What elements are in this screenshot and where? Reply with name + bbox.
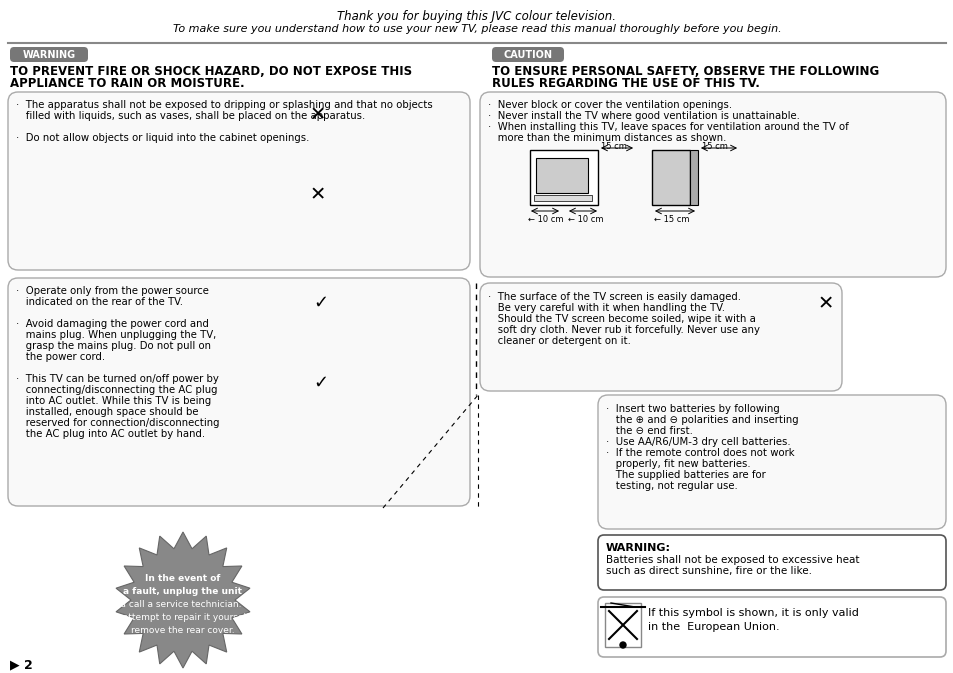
FancyBboxPatch shape [8, 278, 470, 506]
Text: ·  Use AA/R6/UM-3 dry cell batteries.: · Use AA/R6/UM-3 dry cell batteries. [605, 437, 790, 447]
Text: mains plug. When unplugging the TV,: mains plug. When unplugging the TV, [16, 330, 216, 340]
Text: the ⊕ and ⊖ polarities and inserting: the ⊕ and ⊖ polarities and inserting [605, 415, 798, 425]
Text: filled with liquids, such as vases, shall be placed on the apparatus.: filled with liquids, such as vases, shal… [16, 111, 365, 121]
Bar [530, 150, 598, 205]
Polygon shape [116, 532, 250, 668]
Text: Batteries shall not be exposed to excessive heat: Batteries shall not be exposed to excess… [605, 555, 859, 565]
Text: ▶ 2: ▶ 2 [10, 658, 32, 671]
Text: installed, enough space should be: installed, enough space should be [16, 407, 198, 417]
Text: ✕: ✕ [817, 294, 834, 313]
Text: CAUTION: CAUTION [503, 50, 552, 59]
Text: Should the TV screen become soiled, wipe it with a: Should the TV screen become soiled, wipe… [488, 314, 755, 324]
FancyBboxPatch shape [598, 535, 945, 590]
Text: TO PREVENT FIRE OR SHOCK HAZARD, DO NOT EXPOSE THIS: TO PREVENT FIRE OR SHOCK HAZARD, DO NOT … [10, 65, 412, 78]
FancyBboxPatch shape [10, 47, 88, 62]
Bar [689, 150, 698, 205]
Text: APPLIANCE TO RAIN OR MOISTURE.: APPLIANCE TO RAIN OR MOISTURE. [10, 77, 244, 90]
Text: ·  Operate only from the power source: · Operate only from the power source [16, 286, 209, 296]
Text: 15 cm: 15 cm [600, 142, 626, 151]
Text: ✕: ✕ [310, 185, 326, 204]
Text: the ⊖ end first.: the ⊖ end first. [605, 426, 692, 436]
Text: ·  Never install the TV where good ventilation is unattainable.: · Never install the TV where good ventil… [488, 111, 799, 121]
Text: not attempt to repair it yourself or: not attempt to repair it yourself or [105, 613, 261, 622]
Text: ✓: ✓ [313, 374, 328, 392]
Text: ·  Never block or cover the ventilation openings.: · Never block or cover the ventilation o… [488, 100, 731, 110]
Text: Thank you for buying this JVC colour television.: Thank you for buying this JVC colour tel… [337, 10, 616, 23]
Text: WARNING:: WARNING: [605, 543, 670, 553]
Text: remove the rear cover.: remove the rear cover. [132, 626, 234, 635]
Text: ← 10 cm: ← 10 cm [567, 215, 603, 224]
Text: reserved for connection/disconnecting: reserved for connection/disconnecting [16, 418, 219, 428]
Text: ← 10 cm: ← 10 cm [527, 215, 563, 224]
Text: ·  The apparatus shall not be exposed to dripping or splashing and that no objec: · The apparatus shall not be exposed to … [16, 100, 433, 110]
Text: TO ENSURE PERSONAL SAFETY, OBSERVE THE FOLLOWING: TO ENSURE PERSONAL SAFETY, OBSERVE THE F… [492, 65, 879, 78]
Text: a fault, unplug the unit: a fault, unplug the unit [123, 587, 242, 596]
Text: Be very careful with it when handling the TV.: Be very careful with it when handling th… [488, 303, 724, 313]
Text: ·  Do not allow objects or liquid into the cabinet openings.: · Do not allow objects or liquid into th… [16, 133, 309, 143]
FancyBboxPatch shape [492, 47, 563, 62]
Text: ·  If the remote control does not work: · If the remote control does not work [605, 448, 794, 458]
Text: RULES REGARDING THE USE OF THIS TV.: RULES REGARDING THE USE OF THIS TV. [492, 77, 760, 90]
Text: in the  European Union.: in the European Union. [647, 622, 779, 632]
Text: properly, fit new batteries.: properly, fit new batteries. [605, 459, 750, 469]
Text: In the event of: In the event of [145, 574, 220, 583]
Text: ·  When installing this TV, leave spaces for ventilation around the TV of: · When installing this TV, leave spaces … [488, 122, 848, 132]
Text: and call a service technician. Do: and call a service technician. Do [109, 600, 256, 609]
Text: indicated on the rear of the TV.: indicated on the rear of the TV. [16, 297, 183, 307]
Text: ✕: ✕ [310, 105, 326, 124]
Text: If this symbol is shown, it is only valid: If this symbol is shown, it is only vali… [647, 608, 858, 618]
Text: the power cord.: the power cord. [16, 352, 105, 362]
Text: such as direct sunshine, fire or the like.: such as direct sunshine, fire or the lik… [605, 566, 811, 576]
Text: more than the minimum distances as shown.: more than the minimum distances as shown… [488, 133, 725, 143]
Text: To make sure you understand how to use your new TV, please read this manual thor: To make sure you understand how to use y… [172, 24, 781, 34]
Text: the AC plug into AC outlet by hand.: the AC plug into AC outlet by hand. [16, 429, 205, 439]
Text: grasp the mains plug. Do not pull on: grasp the mains plug. Do not pull on [16, 341, 211, 351]
Text: WARNING: WARNING [23, 50, 75, 59]
Bar [534, 195, 592, 201]
Text: connecting/disconnecting the AC plug: connecting/disconnecting the AC plug [16, 385, 217, 395]
FancyBboxPatch shape [8, 92, 470, 270]
Text: soft dry cloth. Never rub it forcefully. Never use any: soft dry cloth. Never rub it forcefully.… [488, 325, 760, 335]
Bar [651, 150, 689, 205]
Bar [604, 603, 640, 647]
Text: ← 15 cm: ← 15 cm [654, 215, 689, 224]
Text: ·  The surface of the TV screen is easily damaged.: · The surface of the TV screen is easily… [488, 292, 740, 302]
Text: The supplied batteries are for: The supplied batteries are for [605, 470, 765, 480]
FancyBboxPatch shape [479, 92, 945, 277]
Text: ·  This TV can be turned on/off power by: · This TV can be turned on/off power by [16, 374, 218, 384]
Text: ·  Insert two batteries by following: · Insert two batteries by following [605, 404, 779, 414]
Text: ✓: ✓ [313, 294, 328, 312]
Bar [536, 158, 587, 193]
Text: ·  Avoid damaging the power cord and: · Avoid damaging the power cord and [16, 319, 209, 329]
Circle shape [619, 642, 625, 648]
Text: testing, not regular use.: testing, not regular use. [605, 481, 737, 491]
FancyBboxPatch shape [598, 597, 945, 657]
Text: 15 cm: 15 cm [701, 142, 727, 151]
FancyBboxPatch shape [598, 395, 945, 529]
FancyBboxPatch shape [479, 283, 841, 391]
Text: cleaner or detergent on it.: cleaner or detergent on it. [488, 336, 630, 346]
Text: into AC outlet. While this TV is being: into AC outlet. While this TV is being [16, 396, 211, 406]
